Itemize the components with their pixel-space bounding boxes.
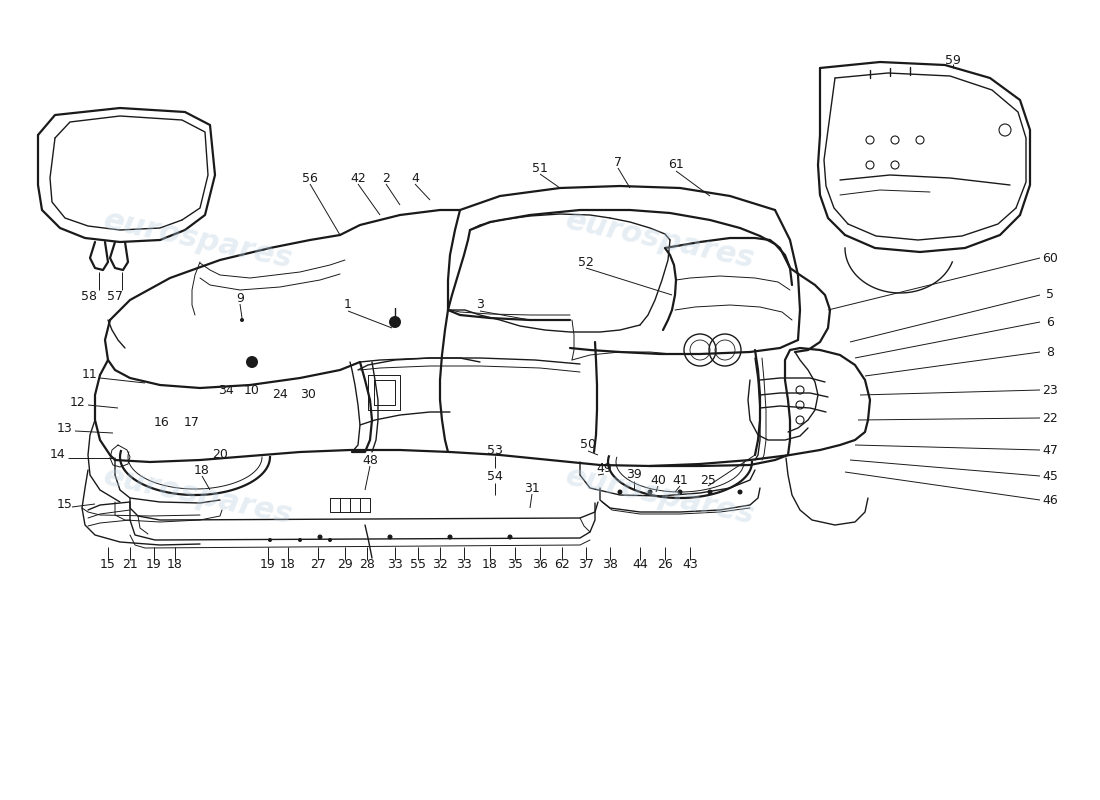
Text: 24: 24 <box>272 389 288 402</box>
Text: 10: 10 <box>244 383 260 397</box>
Text: 44: 44 <box>632 558 648 571</box>
Text: 59: 59 <box>945 54 961 66</box>
Text: 27: 27 <box>310 558 326 571</box>
Text: 53: 53 <box>487 443 503 457</box>
Text: 30: 30 <box>300 389 316 402</box>
Circle shape <box>707 490 713 494</box>
Text: 42: 42 <box>350 171 366 185</box>
Text: 31: 31 <box>524 482 540 494</box>
Text: 8: 8 <box>1046 346 1054 358</box>
Text: 51: 51 <box>532 162 548 174</box>
Text: 4: 4 <box>411 171 419 185</box>
Circle shape <box>298 538 302 542</box>
Text: 17: 17 <box>184 415 200 429</box>
Text: 29: 29 <box>337 558 353 571</box>
Text: 25: 25 <box>700 474 716 486</box>
Circle shape <box>328 538 332 542</box>
Text: 28: 28 <box>359 558 375 571</box>
Text: eurospares: eurospares <box>101 462 295 530</box>
Text: 21: 21 <box>122 558 138 571</box>
Text: 15: 15 <box>57 498 73 510</box>
Text: 2: 2 <box>382 171 389 185</box>
Text: eurospares: eurospares <box>563 206 757 274</box>
Text: 61: 61 <box>668 158 684 171</box>
Text: 56: 56 <box>302 171 318 185</box>
Circle shape <box>318 534 322 539</box>
Text: 43: 43 <box>682 558 697 571</box>
Text: 47: 47 <box>1042 443 1058 457</box>
Text: 50: 50 <box>580 438 596 451</box>
Text: 16: 16 <box>154 415 169 429</box>
Text: 20: 20 <box>212 449 228 462</box>
Text: 48: 48 <box>362 454 378 466</box>
Text: 12: 12 <box>70 395 86 409</box>
Text: 57: 57 <box>107 290 123 303</box>
Circle shape <box>268 538 272 542</box>
Text: 23: 23 <box>1042 383 1058 397</box>
Text: 60: 60 <box>1042 251 1058 265</box>
Circle shape <box>617 490 623 494</box>
Circle shape <box>246 356 258 368</box>
Text: 32: 32 <box>432 558 448 571</box>
Text: 6: 6 <box>1046 315 1054 329</box>
Text: 37: 37 <box>579 558 594 571</box>
Text: 41: 41 <box>672 474 688 486</box>
Text: 14: 14 <box>51 449 66 462</box>
Text: 7: 7 <box>614 155 622 169</box>
Circle shape <box>249 359 255 365</box>
Text: 13: 13 <box>57 422 73 434</box>
Text: 34: 34 <box>218 383 234 397</box>
Text: 18: 18 <box>482 558 498 571</box>
Circle shape <box>387 534 393 539</box>
Text: 1: 1 <box>344 298 352 311</box>
Circle shape <box>392 319 398 325</box>
Text: 39: 39 <box>626 469 642 482</box>
Circle shape <box>507 534 513 539</box>
Text: 3: 3 <box>476 298 484 311</box>
Text: 33: 33 <box>387 558 403 571</box>
Text: 62: 62 <box>554 558 570 571</box>
Circle shape <box>737 490 742 494</box>
Text: 54: 54 <box>487 470 503 483</box>
Text: 11: 11 <box>82 369 98 382</box>
Circle shape <box>448 534 452 539</box>
Text: 49: 49 <box>596 462 612 474</box>
Text: 15: 15 <box>100 558 116 571</box>
Text: 9: 9 <box>236 291 244 305</box>
Text: 33: 33 <box>456 558 472 571</box>
Circle shape <box>678 490 682 494</box>
Text: 22: 22 <box>1042 411 1058 425</box>
Text: 18: 18 <box>167 558 183 571</box>
Text: 58: 58 <box>81 290 97 303</box>
Text: 55: 55 <box>410 558 426 571</box>
Text: 38: 38 <box>602 558 618 571</box>
Text: 52: 52 <box>579 255 594 269</box>
Text: 36: 36 <box>532 558 548 571</box>
Circle shape <box>240 318 244 322</box>
Circle shape <box>648 490 652 494</box>
Text: 40: 40 <box>650 474 666 486</box>
Text: eurospares: eurospares <box>563 462 757 530</box>
Text: 5: 5 <box>1046 289 1054 302</box>
Text: 26: 26 <box>657 558 673 571</box>
Text: 18: 18 <box>280 558 296 571</box>
Text: eurospares: eurospares <box>101 206 295 274</box>
Circle shape <box>389 316 402 328</box>
Text: 19: 19 <box>146 558 162 571</box>
Text: 46: 46 <box>1042 494 1058 506</box>
Text: 19: 19 <box>260 558 276 571</box>
Text: 35: 35 <box>507 558 522 571</box>
Text: 45: 45 <box>1042 470 1058 482</box>
Text: 18: 18 <box>194 463 210 477</box>
